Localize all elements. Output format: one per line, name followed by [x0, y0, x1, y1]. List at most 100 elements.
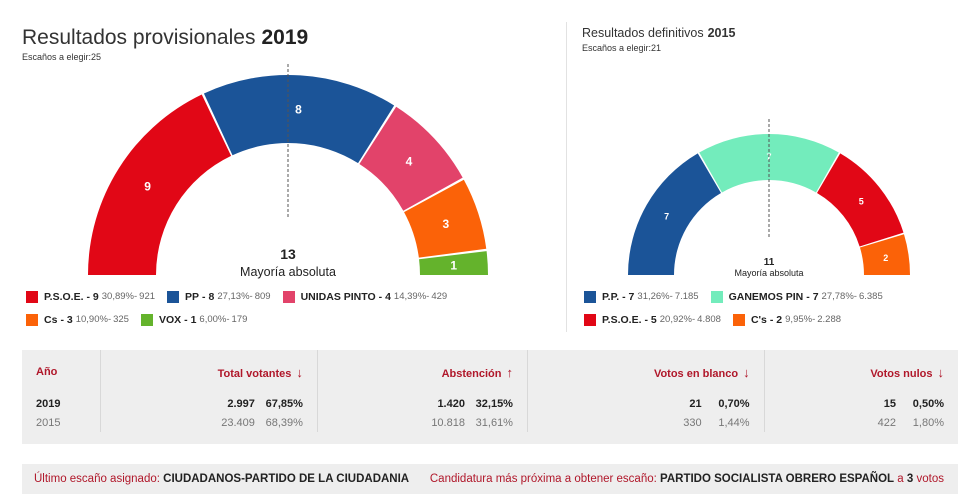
current-title: Resultados provisionales 2019 — [22, 26, 308, 50]
col-year[interactable]: Año — [36, 366, 58, 378]
legend-name: Cs — [44, 313, 58, 326]
sort-down-icon: ↓ — [937, 364, 945, 380]
cell-blank: 330 1,44% — [526, 413, 765, 432]
legend-swatch — [282, 290, 295, 303]
legend-seats-text: - 4 — [378, 290, 391, 303]
legend-seats-text: - 2 — [769, 313, 783, 326]
table-row: 2019 2.997 67,85% 1.420 32,15% 21 0,70% 15 0… — [22, 394, 958, 413]
next-candidate-a: a — [897, 473, 904, 485]
previous-title: Resultados definitivos 2015 — [582, 26, 735, 40]
sort-up-icon: ↑ — [506, 364, 513, 380]
previous-sector-label-1: 7 — [664, 211, 669, 221]
current-seats-label: Escaños a elegir:25 — [22, 52, 102, 62]
legend-pct: 31,26% — [637, 291, 670, 302]
previous-sector-1[interactable] — [628, 153, 722, 275]
legend-item: C's - 2 9,95% -2.288 — [732, 308, 842, 331]
table-row: 2015 23.409 68,39% 10.818 31,61% 330 1,44% … — [22, 413, 958, 432]
legend-votes: 4.808 — [697, 314, 721, 325]
legend-seats-text: - 3 — [60, 313, 73, 326]
legend-pct: 20,92% — [659, 314, 692, 325]
legend-name: P.P. — [602, 290, 620, 303]
current-sector-label-2: 8 — [295, 103, 302, 117]
legend-item: P.S.O.E. - 5 20,92% -4.808 — [584, 308, 721, 331]
previous-sector-3[interactable] — [816, 153, 904, 247]
current-sector-label-4: 3 — [443, 217, 450, 231]
legend-swatch — [710, 290, 723, 303]
footer-bar: Último escaño asignado: CIUDADANOS-PARTI… — [22, 464, 958, 494]
previous-year: 2015 — [707, 26, 736, 40]
next-candidate: Candidatura más próxima a obtener escaño… — [430, 473, 944, 485]
current-title-text: Resultados provisionales — [22, 26, 256, 49]
current-sector-1[interactable] — [88, 94, 232, 275]
current-sector-5[interactable] — [419, 251, 488, 275]
current-sector-3[interactable] — [359, 106, 463, 211]
sort-down-icon: ↓ — [296, 364, 303, 380]
current-year: 2019 — [261, 26, 309, 49]
legend-pct: 27,13% — [217, 291, 250, 302]
cell-year: 2019 — [36, 397, 61, 410]
cell-year: 2015 — [36, 416, 61, 429]
current-sector-2[interactable] — [203, 75, 395, 164]
current-sector-4[interactable] — [404, 179, 487, 258]
last-seat-label: Último escaño asignado: — [34, 473, 160, 485]
previous-sector-label-2: 7 — [766, 152, 771, 162]
legend-name: PP — [185, 290, 200, 303]
legend-swatch — [167, 290, 180, 303]
current-sector-label-3: 4 — [406, 155, 413, 169]
previous-legend: P.P. - 7 31,26% -7.185 GANEMOS PIN - 7 27,78% -… — [584, 285, 974, 331]
legend-pct: 30,89% — [101, 291, 134, 302]
previous-majority-label: Mayoría absoluta — [734, 268, 803, 278]
legend-pct: 9,95% — [785, 314, 813, 325]
next-candidate-label: Candidatura más próxima a obtener escaño… — [429, 473, 657, 485]
legend-seats-text: - 5 — [644, 313, 657, 326]
next-candidate-suffix: votos — [916, 473, 945, 485]
legend-swatch — [584, 313, 596, 326]
cell-total: 23.409 68,39% — [100, 413, 318, 432]
legend-seats-text: - 9 — [86, 290, 99, 303]
table-header-row: Año Total votantes ↓ Abstención ↑ Votos en… — [22, 350, 958, 394]
legend-swatch — [732, 313, 745, 326]
col-abstencion[interactable]: Abstención ↑ — [316, 350, 528, 394]
previous-seats-label: Escaños a elegir:21 — [582, 43, 662, 53]
legend-seats-text: - 7 — [622, 290, 635, 303]
legend-votes: 2.288 — [817, 314, 842, 325]
chart-previous: 7 7 5 2 11 Mayoría absoluta — [628, 119, 910, 278]
next-candidate-value: PARTIDO SOCIALISTA OBRERO ESPAÑOL — [660, 473, 895, 485]
current-majority-seats: 13 — [280, 246, 296, 262]
legend-name: P.S.O.E. — [602, 313, 642, 326]
legend-pct: 27,78% — [821, 291, 854, 302]
previous-sectors: 7 7 5 2 — [628, 134, 910, 275]
legend-name: C's — [750, 313, 767, 326]
legend-pct: 10,90% — [75, 314, 108, 325]
col-total-votantes[interactable]: Total votantes ↓ — [100, 350, 318, 394]
cell-null: 15 0,50% — [763, 394, 958, 413]
previous-sector-4[interactable] — [859, 234, 910, 275]
legend-votes: 325 — [113, 314, 129, 325]
cell-abst: 10.818 31,61% — [316, 413, 528, 432]
legend-name: UNIDAS PINTO — [300, 290, 376, 303]
current-legend: P.S.O.E. - 9 30,89% -921 PP - 8 27,13% -809 UNID… — [26, 285, 546, 331]
legend-votes: 809 — [254, 291, 271, 302]
legend-votes: 7.185 — [674, 291, 699, 302]
cell-total: 2.997 67,85% — [100, 394, 318, 413]
legend-swatch — [26, 290, 38, 303]
legend-swatch — [26, 313, 38, 326]
legend-name: VOX — [158, 313, 182, 326]
previous-title-text: Resultados definitivos — [582, 26, 704, 40]
cell-abst: 1.420 32,15% — [316, 394, 528, 413]
legend-pct: 6,00% — [199, 314, 227, 325]
legend-votes: 179 — [231, 314, 248, 325]
previous-sector-2[interactable] — [699, 134, 839, 193]
cell-blank: 21 0,70% — [526, 394, 765, 413]
col-votos-nulos[interactable]: Votos nulos ↓ — [763, 350, 958, 394]
legend-seats-text: - 8 — [202, 290, 215, 303]
col-votos-blanco[interactable]: Votos en blanco ↓ — [526, 350, 765, 394]
cell-null: 422 1,80% — [763, 413, 958, 432]
divider — [566, 22, 567, 332]
previous-sector-label-3: 5 — [859, 197, 864, 207]
legend-item: VOX - 1 6,00% -179 — [140, 308, 248, 331]
legend-votes: 6.385 — [858, 291, 883, 302]
legend-item: P.S.O.E. - 9 30,89% -921 — [26, 285, 155, 308]
next-candidate-votes: 3 — [906, 473, 914, 485]
previous-majority-seats: 11 — [764, 257, 775, 268]
